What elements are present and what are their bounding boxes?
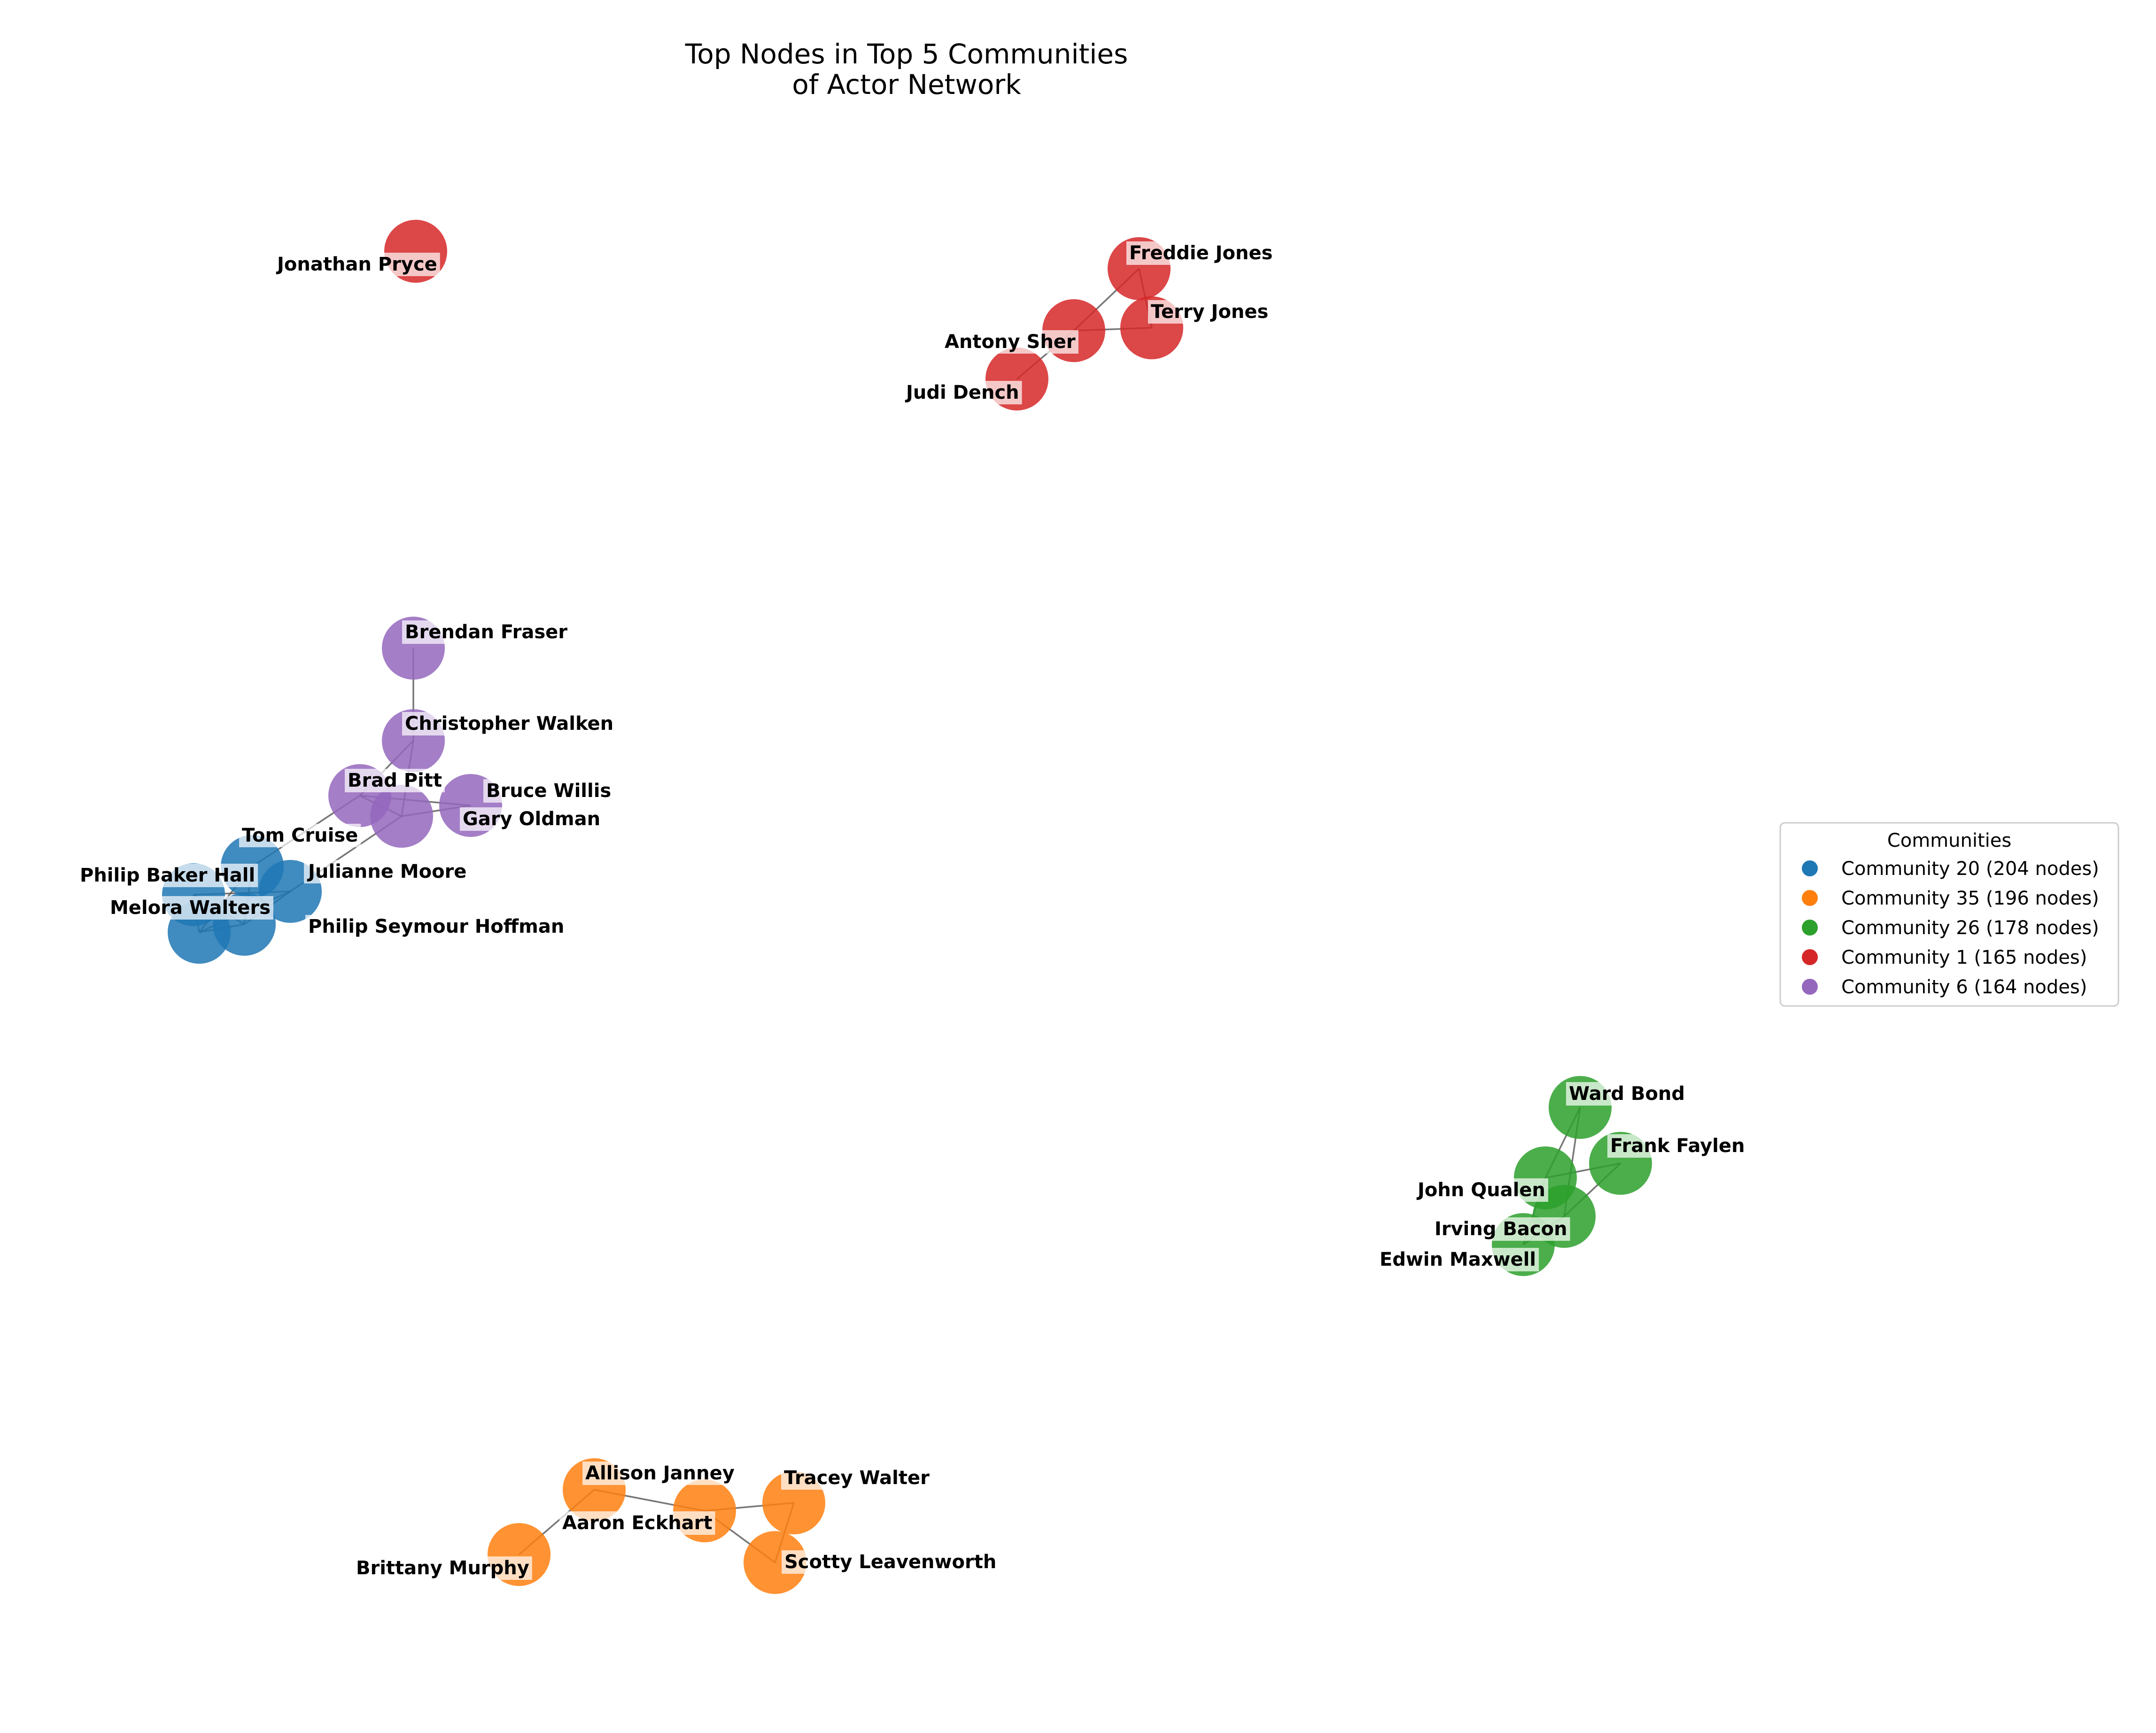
node-label-bruce-willis: Bruce Willis	[486, 780, 611, 802]
node-label-background	[559, 1511, 715, 1535]
node-label-terry-jones: Terry Jones	[1151, 301, 1268, 323]
node-label-group-philip-seymour-hoffman: Philip Seymour Hoffman	[305, 915, 567, 938]
node-label-group-allison-janney: Allison Janney	[582, 1462, 737, 1485]
node-gary-oldman[interactable]	[370, 785, 433, 848]
node-label-scotty-leavenworth: Scotty Leavenworth	[784, 1551, 996, 1573]
node-label-tracey-walter: Tracey Walter	[784, 1467, 930, 1489]
node-label-group-antony-sher: Antony Sher	[942, 330, 1078, 354]
legend-entry-label: Community 35 (196 nodes)	[1841, 888, 2099, 909]
node-label-tom-cruise: Tom Cruise	[242, 825, 358, 846]
node-label-group-philip-baker-hall: Philip Baker Hall	[77, 864, 258, 887]
node-label-background	[402, 620, 571, 644]
node-label-aaron-eckhart: Aaron Eckhart	[562, 1512, 713, 1534]
node-label-freddie-jones: Freddie Jones	[1129, 242, 1272, 264]
node-label-frank-faylen: Frank Faylen	[1610, 1135, 1745, 1157]
node-label-group-aaron-eckhart: Aaron Eckhart	[559, 1511, 715, 1535]
node-label-background	[1566, 1082, 1688, 1106]
node-label-irving-bacon: Irving Bacon	[1435, 1218, 1567, 1240]
node-label-background	[460, 807, 604, 831]
node-label-group-freddie-jones: Freddie Jones	[1126, 241, 1276, 265]
node-label-group-john-qualen: John Qualen	[1413, 1178, 1549, 1202]
node-label-background	[902, 381, 1022, 404]
node-label-background	[781, 1466, 933, 1490]
node-label-background	[942, 330, 1078, 354]
node-label-ward-bond: Ward Bond	[1569, 1083, 1685, 1105]
node-scotty-leavenworth[interactable]	[744, 1531, 807, 1594]
node-label-background	[582, 1462, 737, 1485]
legend-marker	[1802, 860, 1818, 876]
node-label-group-terry-jones: Terry Jones	[1148, 300, 1272, 324]
legend-entry: Community 35 (196 nodes)	[1802, 888, 2099, 909]
node-label-brittany-murphy: Brittany Murphy	[356, 1557, 529, 1579]
node-label-background	[305, 915, 567, 938]
node-label-background	[483, 779, 614, 803]
legend-marker	[1802, 920, 1818, 936]
legend-marker	[1802, 979, 1818, 995]
node-label-brendan-fraser: Brendan Fraser	[405, 621, 567, 643]
labels-layer: Jonathan Pryce Freddie Jones Terry Jones An…	[77, 241, 1748, 1580]
chart-title-line-1: Top Nodes in Top 5 Communities	[685, 38, 1128, 70]
node-label-group-ward-bond: Ward Bond	[1566, 1082, 1688, 1106]
node-label-background	[1607, 1134, 1748, 1158]
legend: Communities Community 20 (204 nodes) Com…	[1779, 822, 2119, 1007]
node-label-background	[353, 1556, 532, 1580]
node-label-group-irving-bacon: Irving Bacon	[1432, 1217, 1570, 1241]
legend-entry: Community 6 (164 nodes)	[1802, 976, 2087, 998]
node-label-gary-oldman: Gary Oldman	[463, 808, 600, 830]
node-label-judi-dench: Judi Dench	[905, 382, 1019, 403]
node-label-group-brendan-fraser: Brendan Fraser	[402, 620, 571, 644]
node-label-group-tracey-walter: Tracey Walter	[781, 1466, 933, 1490]
legend-title: Communities	[1887, 830, 2011, 851]
node-label-background	[1148, 300, 1272, 324]
legend-entry: Community 20 (204 nodes)	[1802, 858, 2099, 880]
node-label-group-edwin-maxwell: Edwin Maxwell	[1377, 1248, 1539, 1271]
node-label-group-julianne-moore: Julianne Moore	[304, 860, 470, 883]
node-label-philip-baker-hall: Philip Baker Hall	[80, 865, 255, 886]
node-label-group-christopher-walken: Christopher Walken	[402, 712, 617, 735]
node-label-antony-sher: Antony Sher	[945, 331, 1076, 353]
node-label-group-brad-pitt: Brad Pitt	[345, 769, 445, 792]
node-label-julianne-moore: Julianne Moore	[307, 861, 466, 882]
node-label-background	[107, 896, 273, 920]
node-label-brad-pitt: Brad Pitt	[348, 770, 442, 791]
legend-entry-label: Community 6 (164 nodes)	[1841, 976, 2087, 998]
legend-entry-label: Community 26 (178 nodes)	[1841, 917, 2099, 939]
node-label-group-jonathan-pryce: Jonathan Pryce	[273, 253, 440, 276]
node-label-group-tom-cruise: Tom Cruise	[239, 824, 361, 847]
node-label-background	[304, 860, 470, 883]
legend-entry-label: Community 20 (204 nodes)	[1841, 858, 2099, 880]
node-label-background	[1432, 1217, 1570, 1241]
node-label-john-qualen: John Qualen	[1416, 1179, 1545, 1201]
node-label-group-bruce-willis: Bruce Willis	[483, 779, 614, 803]
legend-entry: Community 1 (165 nodes)	[1802, 947, 2087, 968]
node-label-background	[239, 824, 361, 847]
node-label-christopher-walken: Christopher Walken	[405, 713, 613, 735]
node-label-philip-seymour-hoffman: Philip Seymour Hoffman	[308, 916, 564, 937]
node-label-edwin-maxwell: Edwin Maxwell	[1380, 1249, 1536, 1270]
legend-marker	[1802, 949, 1818, 965]
node-label-background	[1377, 1248, 1539, 1271]
legend-entry: Community 26 (178 nodes)	[1802, 917, 2099, 939]
node-label-background	[273, 253, 440, 276]
legend-marker	[1802, 890, 1818, 906]
node-label-background	[782, 1550, 1000, 1574]
node-label-group-judi-dench: Judi Dench	[902, 381, 1022, 404]
chart-title-line-2: of Actor Network	[792, 69, 1021, 101]
node-label-background	[77, 864, 258, 887]
node-label-background	[1413, 1178, 1549, 1202]
node-label-group-gary-oldman: Gary Oldman	[460, 807, 604, 831]
legend-frame	[1779, 822, 2119, 1007]
node-label-group-frank-faylen: Frank Faylen	[1607, 1134, 1748, 1158]
node-label-group-melora-walters: Melora Walters	[107, 896, 273, 920]
legend-entry-label: Community 1 (165 nodes)	[1841, 947, 2087, 968]
node-label-melora-walters: Melora Walters	[110, 897, 271, 919]
node-label-jonathan-pryce: Jonathan Pryce	[276, 254, 437, 275]
node-label-background	[345, 769, 445, 792]
node-label-background	[1126, 241, 1276, 265]
node-label-allison-janney: Allison Janney	[585, 1462, 735, 1484]
node-label-group-scotty-leavenworth: Scotty Leavenworth	[782, 1550, 1000, 1574]
node-label-background	[402, 712, 617, 735]
node-label-group-brittany-murphy: Brittany Murphy	[353, 1556, 532, 1580]
